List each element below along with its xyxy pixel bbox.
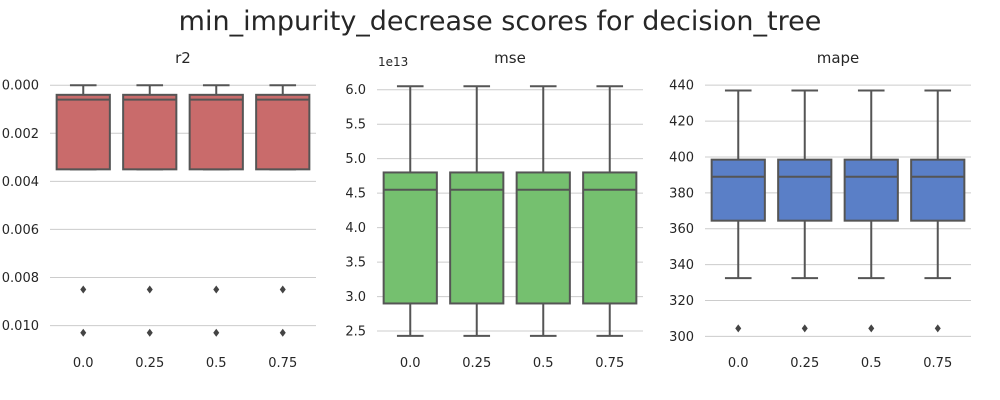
outlier-point: [801, 324, 808, 333]
box-mape-0.75: [910, 89, 966, 333]
panel-title-mape: mape: [817, 49, 860, 67]
y-tick-label: 5.5: [345, 118, 366, 133]
x-tick-label: 0.25: [790, 356, 819, 371]
x-tick-label: 0.0: [728, 356, 749, 371]
x-tick-label: 0.0: [400, 356, 421, 371]
outlier-point: [868, 324, 875, 333]
y-tick-label: 360: [669, 222, 694, 237]
outlier-point: [213, 328, 220, 337]
y-tick-label: 340: [669, 258, 694, 273]
y-tick-label: 0.004: [2, 175, 39, 190]
outlier-point: [213, 285, 220, 294]
y-tick-label: 400: [669, 150, 694, 165]
outlier-point: [146, 328, 153, 337]
box-mape-0.25: [777, 89, 833, 333]
x-tick-label: 0.5: [861, 356, 882, 371]
panel-title-r2: r2: [175, 49, 191, 67]
y-tick-label: 0.002: [2, 127, 39, 142]
box-iqr: [55, 93, 111, 171]
outlier-point: [934, 324, 941, 333]
outlier-point: [80, 328, 87, 337]
y-tick-label: 300: [669, 330, 694, 345]
outlier-point: [80, 285, 87, 294]
panel-mse: mse 1e13 2.5 3.0 3.5 4.0 4.5 5.0 5.5 6.0 0.0 0.25…: [345, 49, 643, 371]
box-iqr: [515, 171, 571, 305]
box-r2-0.0: [55, 84, 111, 337]
box-iqr: [255, 93, 311, 171]
y-tick-label: 4.5: [345, 187, 366, 202]
x-tick-label: 0.75: [923, 356, 952, 371]
outlier-point: [735, 324, 742, 333]
box-r2-0.5: [188, 84, 244, 337]
axis-offset-label: 1e13: [378, 55, 408, 69]
y-tick-label: 0.008: [2, 271, 39, 286]
y-tick-label: 0.010: [2, 319, 39, 334]
box-iqr: [910, 158, 966, 222]
box-mape-0.0: [710, 89, 766, 333]
box-mse-0.25: [449, 85, 505, 337]
y-tick-label: 420: [669, 115, 694, 130]
y-tick-label: 2.5: [345, 325, 366, 340]
box-iqr: [188, 93, 244, 171]
panel-title-mse: mse: [494, 49, 526, 67]
x-tick-label: 0.25: [462, 356, 491, 371]
box-mse-0.5: [515, 85, 571, 337]
x-tick-label: 0.75: [595, 356, 624, 371]
figure-title: min_impurity_decrease scores for decisio…: [179, 6, 822, 37]
y-tick-label: 4.0: [345, 221, 366, 236]
outlier-point: [279, 285, 286, 294]
y-tick-label: 3.5: [345, 256, 366, 271]
outlier-point: [146, 285, 153, 294]
y-tick-label: 380: [669, 186, 694, 201]
y-tick-label: 6.0: [345, 83, 366, 98]
y-tick-label: 3.0: [345, 290, 366, 305]
box-iqr: [777, 158, 833, 222]
x-tick-label: 0.5: [533, 356, 554, 371]
x-tick-label: 0.25: [135, 356, 164, 371]
y-tick-label: 5.0: [345, 152, 366, 167]
box-mse-0.0: [382, 85, 438, 337]
box-iqr: [582, 171, 638, 305]
box-r2-0.25: [122, 84, 178, 337]
y-tick-label: 320: [669, 294, 694, 309]
x-tick-label: 0.5: [206, 356, 227, 371]
box-iqr: [449, 171, 505, 305]
outlier-point: [279, 328, 286, 337]
box-mse-0.75: [582, 85, 638, 337]
box-iqr: [382, 171, 438, 305]
x-tick-label: 0.75: [268, 356, 297, 371]
y-tick-label: 0.006: [2, 223, 39, 238]
box-mape-0.5: [843, 89, 899, 333]
box-iqr: [843, 158, 899, 222]
y-tick-label: 0.000: [2, 79, 39, 94]
box-iqr: [122, 93, 178, 171]
panel-r2: r2 0.000 0.002 0.004 0.006 0.008 0.010 0.0 0.25…: [2, 49, 316, 371]
box-r2-0.75: [255, 84, 311, 337]
panel-mape: mape 300 320 340 360 380 400 420 440 0.0 0.25 0.5 0…: [669, 49, 971, 371]
box-iqr: [710, 158, 766, 222]
y-tick-label: 440: [669, 79, 694, 94]
x-tick-label: 0.0: [73, 356, 94, 371]
